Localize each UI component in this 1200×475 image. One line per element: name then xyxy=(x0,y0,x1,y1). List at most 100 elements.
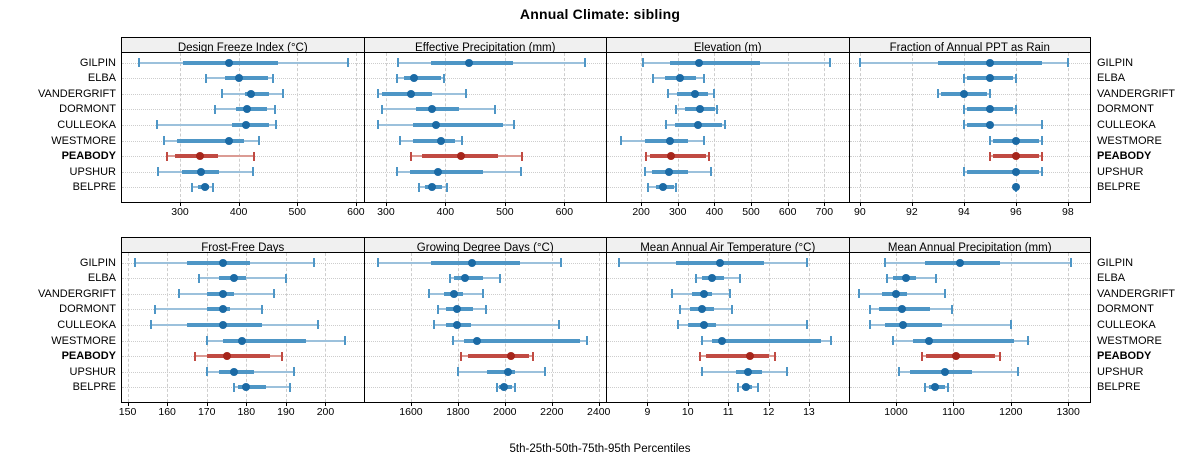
row-label-left-elba: ELBA xyxy=(87,72,116,85)
axis-tick xyxy=(410,402,412,406)
whisker-cap-5th xyxy=(988,151,991,161)
whisker-cap-5th xyxy=(857,289,860,299)
whisker-cap-95th xyxy=(713,89,715,99)
whisker-cap-5th xyxy=(205,367,208,377)
whisker-cap-5th xyxy=(396,58,399,67)
panel-strip-title: Fraction of Annual PPT as Rain xyxy=(889,42,1050,53)
gridline-vertical xyxy=(385,53,387,202)
row-label-left-upshur: UPSHUR xyxy=(69,165,116,178)
median-dot xyxy=(196,167,205,176)
gridline-vertical xyxy=(325,253,327,402)
iqr-band-25-75 xyxy=(238,385,267,390)
whisker-cap-95th xyxy=(252,151,255,161)
whisker-cap-95th xyxy=(943,289,946,299)
axis-tick xyxy=(953,402,955,406)
median-dot xyxy=(460,274,469,283)
whisker-cap-5th xyxy=(883,258,886,267)
whisker-cap-5th xyxy=(205,336,208,345)
row-guideline xyxy=(849,156,1090,158)
row-label-right-vandergrift: VANDERGRIFT xyxy=(1097,287,1176,300)
whisker-cap-5th xyxy=(869,320,872,330)
iqr-band-25-75 xyxy=(412,138,456,143)
whisker-cap-95th xyxy=(707,151,710,161)
axis-tick-label: 1300 xyxy=(1056,406,1080,418)
iqr-band-25-75 xyxy=(913,338,1014,343)
whisker-cap-5th xyxy=(197,273,200,283)
iqr-band-25-75 xyxy=(670,60,761,65)
axis-tick xyxy=(768,402,770,406)
axis-tick xyxy=(127,402,129,406)
panel-strip-fraction-of-annual-ppt-as-rain: Fraction of Annual PPT as Rain xyxy=(848,37,1091,53)
whisker-cap-5th xyxy=(150,320,153,330)
whisker-cap-5th xyxy=(427,289,430,299)
whisker-cap-95th xyxy=(805,258,808,267)
whisker-cap-95th xyxy=(785,367,788,377)
axis-tick-label: 2000 xyxy=(493,406,517,418)
whisker-cap-95th xyxy=(1027,336,1029,345)
whisker-cap-5th xyxy=(459,351,462,361)
axis-tick xyxy=(859,202,861,206)
median-dot xyxy=(467,258,476,267)
axis-tick-label: 600 xyxy=(778,206,797,218)
row-guideline xyxy=(364,140,606,142)
median-dot xyxy=(218,258,227,267)
median-dot xyxy=(230,274,239,283)
row-label-right-westmore: WESTMORE xyxy=(1097,134,1162,147)
percentiles-caption: 5th-25th-50th-75th-95th Percentiles xyxy=(509,443,691,455)
whisker-cap-95th xyxy=(1040,120,1043,130)
whisker-cap-95th xyxy=(344,336,347,345)
gridline-vertical xyxy=(598,253,600,402)
whisker-cap-5th xyxy=(618,258,621,267)
axis-tick xyxy=(385,202,387,206)
row-label-left-elba: ELBA xyxy=(87,272,116,285)
row-label-left-westmore: WESTMORE xyxy=(51,334,116,347)
whisker-cap-5th xyxy=(897,367,900,377)
gridline-vertical xyxy=(297,53,299,202)
row-guideline xyxy=(607,140,849,142)
median-dot xyxy=(434,167,443,176)
median-dot xyxy=(218,289,227,298)
whisker-cap-5th xyxy=(178,289,180,299)
whisker-cap-95th xyxy=(514,382,517,392)
gridline-vertical xyxy=(285,253,287,402)
axis-tick xyxy=(808,402,810,406)
gridline-vertical xyxy=(677,53,679,202)
gridline-vertical xyxy=(911,53,913,202)
whisker-cap-95th xyxy=(739,273,742,283)
median-dot xyxy=(666,136,675,145)
iqr-band-25-75 xyxy=(412,122,504,127)
axis-tick-label: 1000 xyxy=(884,406,908,418)
whisker-cap-95th xyxy=(710,167,713,177)
median-dot xyxy=(718,336,727,345)
whisker-cap-5th xyxy=(166,151,169,161)
gridline-vertical xyxy=(859,53,861,202)
panel-growing-degree-days-c: 1600 1800 2000 2200 2400 xyxy=(363,253,610,418)
median-dot xyxy=(224,58,233,67)
median-dot xyxy=(427,183,436,192)
whisker-5-95 xyxy=(677,323,807,326)
whisker-cap-95th xyxy=(543,367,546,377)
gridline-vertical xyxy=(728,253,730,402)
median-dot xyxy=(667,152,676,161)
gridline-vertical xyxy=(410,253,412,402)
whisker-cap-5th xyxy=(495,382,498,392)
axis-tick-label: 200 xyxy=(632,206,650,218)
median-dot xyxy=(676,74,685,83)
whisker-cap-95th xyxy=(347,58,350,67)
row-label-left-culleoka: CULLEOKA xyxy=(57,318,116,331)
whisker-cap-95th xyxy=(1040,167,1043,177)
gridline-vertical xyxy=(953,253,955,402)
row-guideline xyxy=(849,387,1090,389)
gridline-vertical xyxy=(167,253,169,402)
median-dot xyxy=(664,167,673,176)
whisker-cap-5th xyxy=(396,73,399,83)
whisker-cap-95th xyxy=(512,120,515,130)
whisker-cap-5th xyxy=(155,120,158,130)
axis-tick-label: 300 xyxy=(171,206,189,218)
axis-tick-label: 1600 xyxy=(399,406,423,418)
iqr-band-25-75 xyxy=(468,354,530,359)
median-dot xyxy=(699,320,708,329)
whisker-cap-5th xyxy=(858,58,861,67)
iqr-band-25-75 xyxy=(409,169,484,174)
